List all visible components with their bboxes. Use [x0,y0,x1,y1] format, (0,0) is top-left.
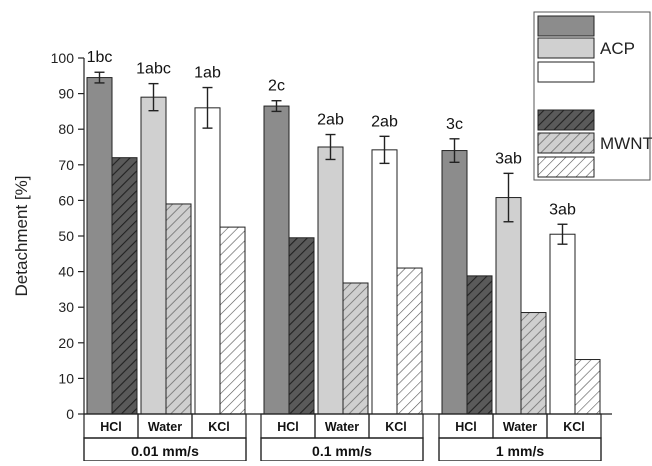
y-tick-label: 100 [51,50,75,66]
legend-label: MWNT [600,134,652,153]
bar-acp [441,150,468,415]
bar-mwnt [342,282,369,415]
significance-label: 3c [446,116,463,133]
y-tick-label: 10 [58,370,74,386]
legend-box [533,11,651,181]
y-tick-label: 40 [58,264,74,280]
category-label: HCl [100,420,122,434]
bar-acp [495,197,522,415]
legend-swatch [537,37,595,59]
bar-mwnt [574,359,601,415]
significance-label: 2ab [371,113,398,130]
significance-label: 1abc [136,61,171,78]
bar-acp [140,96,167,415]
legend: ACP MWNT [533,11,652,181]
significance-labels-layer: 1bc 1abc 1ab 2c 2ab 2ab 3c 3ab 3ab [87,49,576,218]
category-label: Water [325,420,359,434]
legend-swatch [537,15,595,37]
y-tick-label: 80 [58,121,74,137]
y-tick-label: 60 [58,192,74,208]
group-label: 0.01 mm/s [131,443,199,459]
bar-mwnt [520,312,547,415]
group-label: 0.1 mm/s [312,443,372,459]
category-label: KCl [385,420,407,434]
y-axis-ticks: 0 10 20 30 40 50 60 70 80 90 100 [51,50,84,422]
bar-mwnt [165,203,192,415]
legend-swatch [537,61,595,83]
category-label: HCl [277,420,299,434]
bar-acp [86,77,113,415]
bar-acp [549,233,576,415]
significance-label: 3ab [549,201,576,218]
y-tick-label: 30 [58,299,74,315]
bar-mwnt [288,237,315,415]
bar-mwnt [396,267,423,415]
bar-acp [263,105,290,415]
category-label: Water [503,420,537,434]
bar-acp [317,146,344,415]
bar-mwnt [219,226,246,415]
group-label: 1 mm/s [496,443,544,459]
bar-acp [371,149,398,415]
legend-swatch [537,109,595,131]
x-category-table: HCl Water KCl 0.01 mm/s HCl Water KCl 0.1 mm/s H… [83,413,602,462]
bar-mwnt [466,275,493,415]
category-label: KCl [563,420,585,434]
significance-label: 2ab [317,112,344,129]
y-tick-label: 0 [66,406,74,422]
significance-label: 2c [268,78,285,95]
category-label: HCl [455,420,477,434]
significance-label: 1bc [87,49,113,66]
significance-label: 3ab [495,150,522,167]
significance-label: 1ab [194,65,221,82]
y-tick-label: 90 [58,86,74,102]
bars-layer [86,77,601,415]
y-tick-label: 70 [58,157,74,173]
legend-label: ACP [600,39,635,58]
y-axis-label: Detachment [%] [12,176,31,297]
bar-mwnt [111,157,138,415]
legend-swatch [537,132,595,154]
error-bars-layer [94,71,568,245]
y-tick-label: 20 [58,335,74,351]
bar-acp [194,107,221,415]
category-label: Water [148,420,182,434]
y-tick-label: 50 [58,228,74,244]
category-label: KCl [208,420,230,434]
legend-swatch [537,156,595,178]
